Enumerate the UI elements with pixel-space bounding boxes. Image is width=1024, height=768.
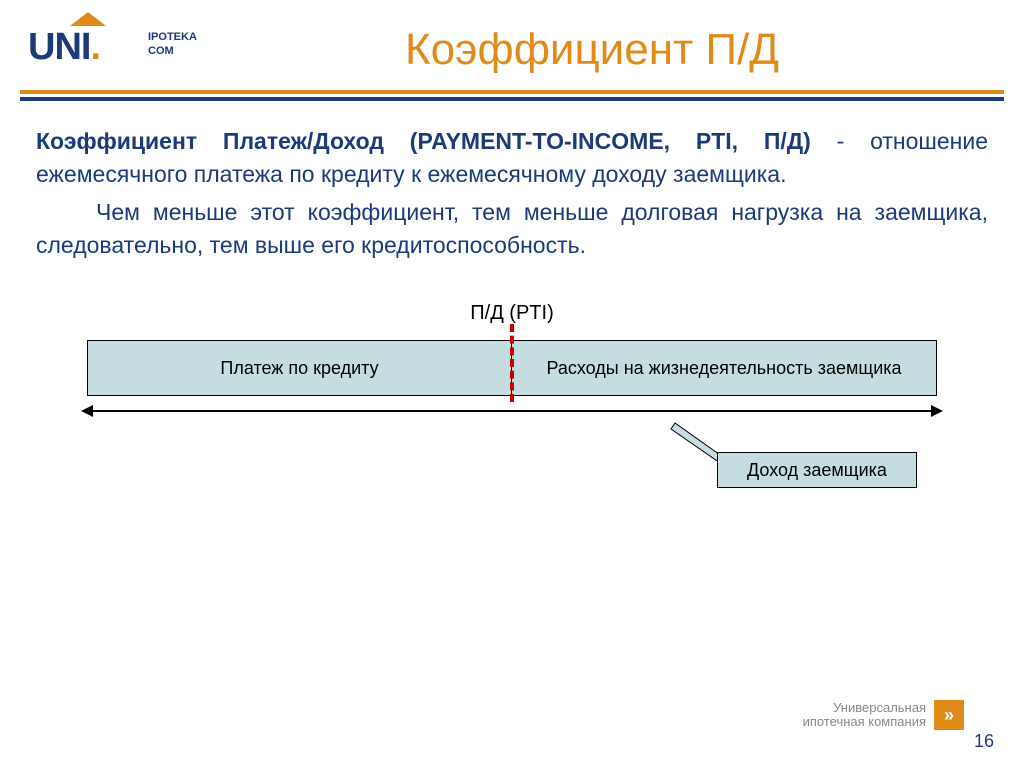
bar-segment-expenses: Расходы на жизнедеятельность заемщика <box>512 341 936 395</box>
callout-pointer-icon <box>665 417 725 467</box>
chevron-right-icon: » <box>934 700 964 730</box>
slide-title: Коэффициент П/Д <box>220 25 1004 75</box>
term-bold: Коэффициент Платеж/Доход (PAYMENT-TO-INC… <box>36 128 811 154</box>
logo-subtext: IPOTEKA COM <box>148 30 197 58</box>
pti-diagram: П/Д (PTI) Платеж по кредиту Расходы на ж… <box>87 302 937 522</box>
logo-text: UNI. <box>28 26 100 69</box>
footer-company-name: Универсальная ипотечная компания <box>803 701 926 730</box>
logo-roof-icon <box>70 12 106 26</box>
footer-branding: Универсальная ипотечная компания » <box>803 700 964 730</box>
header-divider <box>20 90 1004 101</box>
company-logo: UNI. IPOTEKA COM <box>20 10 220 90</box>
slide-header: UNI. IPOTEKA COM Коэффициент П/Д <box>0 0 1024 90</box>
paragraph-1: Коэффициент Платеж/Доход (PAYMENT-TO-INC… <box>36 125 988 192</box>
body-text: Коэффициент Платеж/Доход (PAYMENT-TO-INC… <box>0 101 1024 262</box>
bar-segment-payment: Платеж по кредиту <box>88 341 512 395</box>
income-span-arrow <box>83 410 941 412</box>
diagram-top-label: П/Д (PTI) <box>87 302 937 325</box>
income-callout: Доход заемщика <box>717 452 917 488</box>
page-number: 16 <box>974 731 994 752</box>
paragraph-2: Чем меньше этот коэффициент, тем меньше … <box>36 196 988 263</box>
divider-line <box>510 324 514 402</box>
